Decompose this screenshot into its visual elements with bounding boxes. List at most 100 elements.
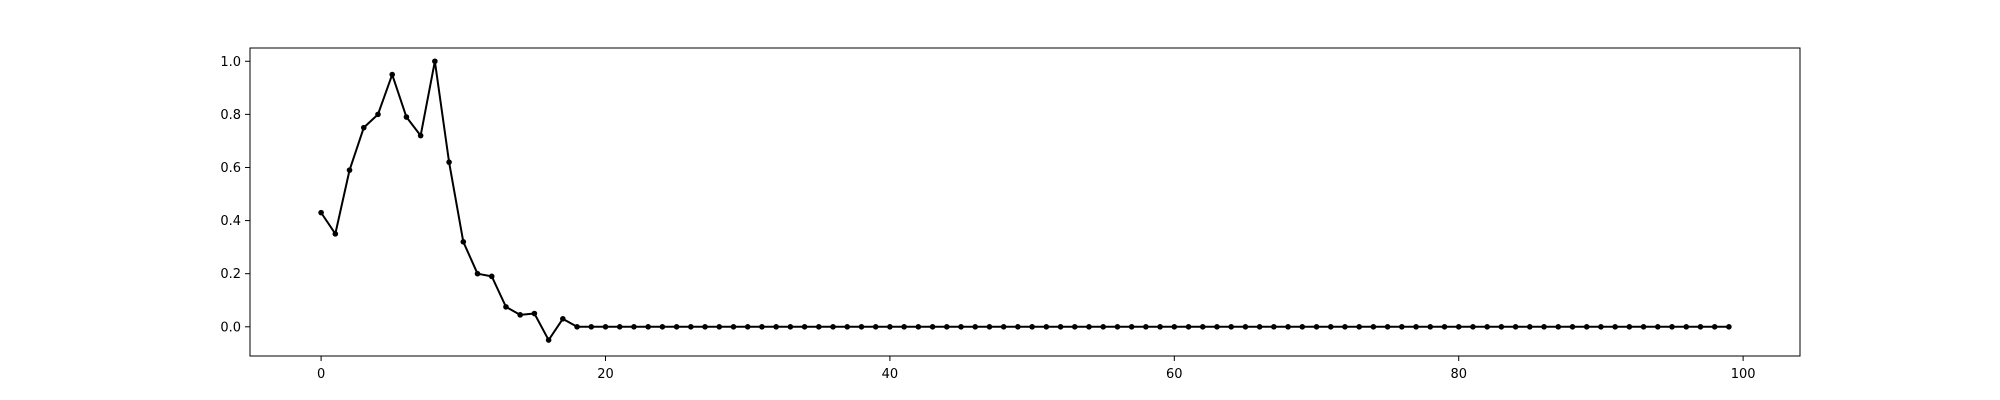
data-point (1683, 323, 1690, 330)
data-point (1356, 323, 1362, 330)
data-point (574, 323, 580, 330)
data-point (631, 323, 637, 330)
data-point (517, 312, 523, 318)
data-point (318, 209, 324, 216)
data-point (560, 316, 566, 322)
data-point (446, 159, 452, 165)
data-point (787, 323, 794, 330)
data-point (1569, 323, 1576, 330)
data-point (1512, 323, 1519, 330)
data-point (1384, 323, 1391, 330)
data-point (1271, 323, 1277, 330)
data-point (1370, 323, 1377, 330)
data-point (1157, 323, 1163, 330)
data-point (1583, 323, 1590, 330)
data-point (759, 323, 765, 330)
data-point (645, 323, 651, 330)
data-point (816, 323, 822, 330)
data-point (1527, 323, 1533, 330)
data-point (389, 71, 396, 78)
data-point (1128, 323, 1135, 330)
data-point (958, 323, 964, 330)
data-point (1470, 323, 1476, 330)
data-point (403, 114, 410, 120)
data-point (1498, 323, 1505, 330)
data-point (673, 323, 680, 330)
data-point (1455, 323, 1462, 330)
data-point (872, 323, 879, 330)
x-tick-label: 40 (882, 367, 899, 382)
data-point (1100, 323, 1107, 330)
data-point (1015, 323, 1021, 330)
data-point (1086, 323, 1092, 330)
data-point (887, 323, 893, 330)
data-point (1640, 323, 1647, 330)
data-point (1143, 323, 1149, 330)
data-point (688, 323, 694, 330)
data-point (474, 270, 481, 277)
x-tick-label: 0 (317, 367, 325, 382)
data-point (1299, 323, 1306, 330)
x-tick-label: 80 (1450, 367, 1467, 382)
data-point (1541, 323, 1547, 330)
x-tick-label: 20 (597, 367, 614, 382)
data-point (1185, 323, 1192, 330)
y-tick-label: 0.0 (220, 320, 241, 335)
data-point (503, 304, 509, 310)
data-point (1313, 323, 1320, 330)
y-tick-label: 0.2 (220, 267, 241, 282)
data-point (1327, 323, 1334, 330)
data-point (702, 323, 708, 330)
data-point (1441, 323, 1448, 330)
data-point (346, 167, 353, 173)
data-point (545, 337, 552, 343)
data-point (730, 323, 737, 330)
data-point (360, 124, 367, 131)
data-point (716, 323, 723, 330)
y-axis: 0.0 0.2 0.4 0.6 0.8 1.0 (220, 55, 250, 335)
data-point (659, 323, 666, 330)
y-tick-label: 0.4 (220, 214, 241, 229)
data-point (1114, 323, 1121, 330)
data-point (1654, 323, 1661, 330)
plot-area (250, 48, 1800, 356)
data-point (602, 323, 609, 330)
data-point (1555, 323, 1562, 330)
data-marks (318, 58, 1732, 343)
data-point (1057, 323, 1064, 330)
data-point (432, 58, 438, 65)
data-point (858, 323, 865, 330)
data-point (929, 323, 936, 330)
data-point (375, 111, 381, 118)
plot-frame (249, 47, 1801, 357)
series-line (320, 60, 1729, 342)
data-point (616, 323, 623, 330)
data-point (901, 323, 907, 330)
data-point (1711, 323, 1718, 330)
x-tick-label: 100 (1731, 367, 1756, 382)
data-point (1413, 323, 1419, 330)
data-point (1697, 323, 1704, 330)
data-point (1171, 323, 1178, 330)
data-point (531, 310, 538, 317)
data-point (1726, 323, 1732, 330)
data-point (915, 323, 922, 330)
data-point (1285, 323, 1291, 330)
y-tick-label: 1.0 (220, 55, 241, 70)
data-point (1256, 323, 1263, 330)
data-point (986, 323, 993, 330)
y-tick-label: 0.8 (220, 108, 241, 123)
data-point (417, 132, 424, 139)
data-point (1342, 323, 1348, 330)
data-point (1242, 323, 1249, 330)
data-point (1669, 323, 1675, 330)
data-point (1612, 323, 1618, 330)
data-point (460, 239, 467, 245)
data-point (1214, 323, 1220, 330)
data-point (1626, 323, 1633, 330)
data-point (1484, 323, 1490, 330)
data-point (830, 323, 836, 330)
data-point (332, 231, 339, 237)
data-point (744, 323, 751, 330)
